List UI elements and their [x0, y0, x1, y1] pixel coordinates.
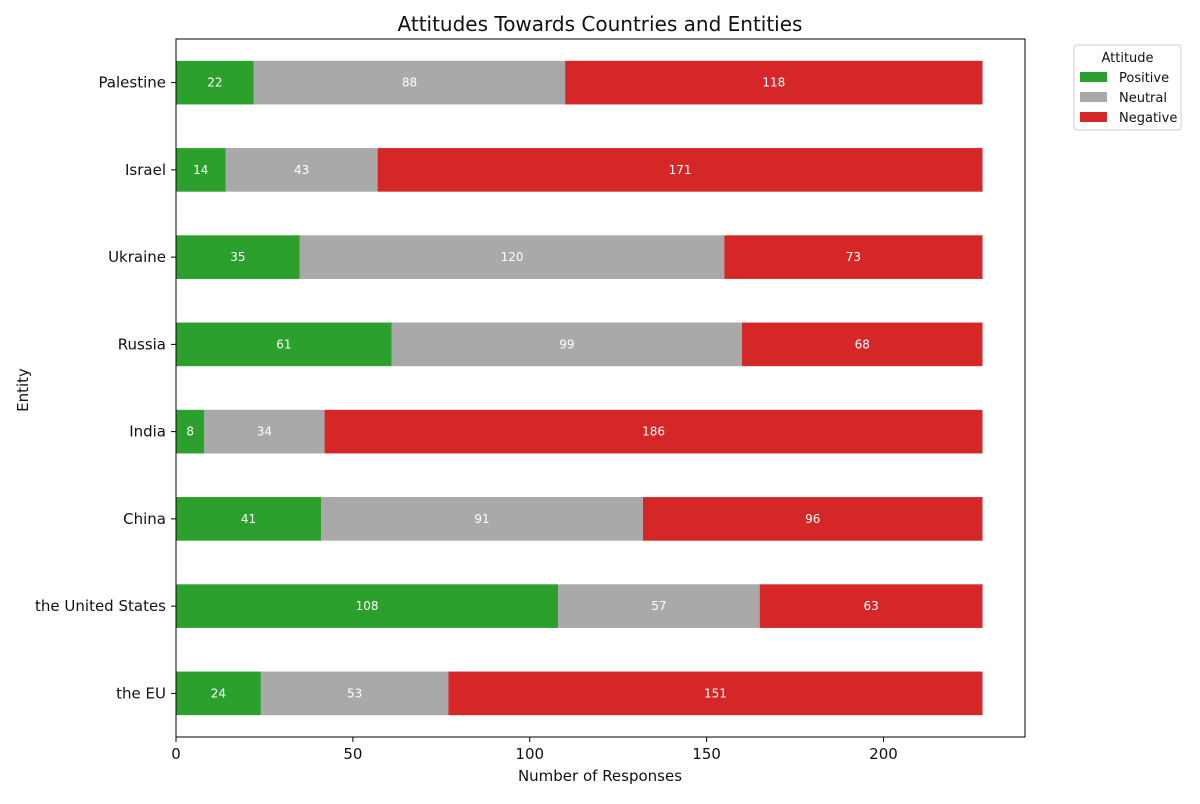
- y-tick-label: Ukraine: [108, 248, 166, 266]
- legend-label-positive: Positive: [1119, 71, 1169, 86]
- legend-title: Attitude: [1101, 51, 1153, 66]
- bar-positive-2: [176, 235, 300, 279]
- bar-neutral-1: [225, 148, 378, 192]
- data-label: 151: [704, 686, 727, 700]
- data-label: 73: [846, 250, 861, 264]
- legend-label-negative: Negative: [1119, 111, 1177, 126]
- data-label: 35: [230, 250, 245, 264]
- y-tick-label: the United States: [35, 597, 166, 615]
- data-label: 171: [669, 163, 692, 177]
- y-tick-label: Israel: [125, 161, 166, 179]
- y-tick-label: China: [123, 510, 166, 528]
- bar-negative-4: [324, 409, 983, 454]
- legend: Attitude Positive Neutral Negative: [1073, 44, 1182, 131]
- legend-swatch-positive: [1080, 72, 1107, 82]
- bar-negative-0: [565, 60, 983, 105]
- data-label: 99: [559, 337, 574, 351]
- x-axis: 0 50 100 150 200: [171, 737, 898, 763]
- data-label: 186: [642, 425, 665, 439]
- y-tick-label: Palestine: [98, 74, 166, 92]
- bar-positive-4: [176, 409, 205, 454]
- data-label: 91: [474, 512, 489, 526]
- bar-negative-2: [724, 235, 983, 279]
- x-tick-label: 50: [343, 745, 362, 763]
- legend-swatch-neutral: [1080, 92, 1107, 102]
- bar-neutral-7: [260, 671, 449, 716]
- y-tick-label: the EU: [116, 684, 166, 702]
- bar-positive-5: [176, 497, 322, 541]
- legend-box: [1073, 44, 1182, 131]
- legend-swatch-negative: [1080, 112, 1107, 122]
- bar-neutral-4: [204, 409, 325, 454]
- bar-negative-1: [377, 148, 983, 192]
- data-label: 96: [805, 512, 820, 526]
- y-tick-label: India: [129, 423, 166, 441]
- bar-negative-3: [742, 322, 983, 367]
- bar-neutral-3: [391, 322, 742, 367]
- x-tick-label: 0: [171, 745, 181, 763]
- data-label: 8: [186, 425, 194, 439]
- data-label: 22: [207, 76, 222, 90]
- data-label: 57: [651, 599, 666, 613]
- bar-negative-7: [448, 671, 983, 716]
- chart-title: Attitudes Towards Countries and Entities: [398, 12, 803, 36]
- data-label: 14: [193, 163, 208, 177]
- data-label: 41: [241, 512, 256, 526]
- data-label: 24: [211, 686, 226, 700]
- x-tick-label: 150: [692, 745, 721, 763]
- bar-positive-1: [176, 148, 226, 192]
- data-label: 53: [347, 686, 362, 700]
- bar-positive-7: [176, 671, 261, 716]
- bar-neutral-6: [558, 584, 760, 628]
- bar-positive-6: [176, 584, 559, 628]
- plot-area: 22 88 118 14 43 171 35 120 73 61 99 68 8 34 186 41 91 96 1…: [176, 60, 983, 716]
- bar-negative-6: [759, 584, 983, 628]
- bar-neutral-0: [253, 60, 566, 105]
- plot-frame: [175, 38, 1026, 738]
- data-label: 63: [863, 599, 878, 613]
- data-label: 61: [276, 337, 291, 351]
- legend-label-neutral: Neutral: [1119, 91, 1167, 106]
- x-tick-label: 200: [869, 745, 898, 763]
- data-label: 118: [762, 76, 785, 90]
- bar-positive-0: [176, 60, 254, 105]
- data-label: 43: [294, 163, 309, 177]
- x-tick-label: 100: [515, 745, 544, 763]
- data-label: 88: [402, 76, 417, 90]
- bar-neutral-5: [321, 497, 643, 541]
- data-label: 108: [356, 599, 379, 613]
- y-axis: Palestine Israel Ukraine Russia India China th…: [35, 74, 176, 702]
- x-axis-label: Number of Responses: [518, 767, 682, 785]
- bar-neutral-2: [299, 235, 725, 279]
- y-tick-label: Russia: [118, 335, 166, 353]
- data-label: 68: [855, 337, 870, 351]
- data-label: 120: [501, 250, 524, 264]
- y-axis-label: Entity: [14, 368, 32, 412]
- bar-positive-3: [176, 322, 392, 367]
- bar-negative-5: [642, 497, 983, 541]
- data-label: 34: [257, 425, 272, 439]
